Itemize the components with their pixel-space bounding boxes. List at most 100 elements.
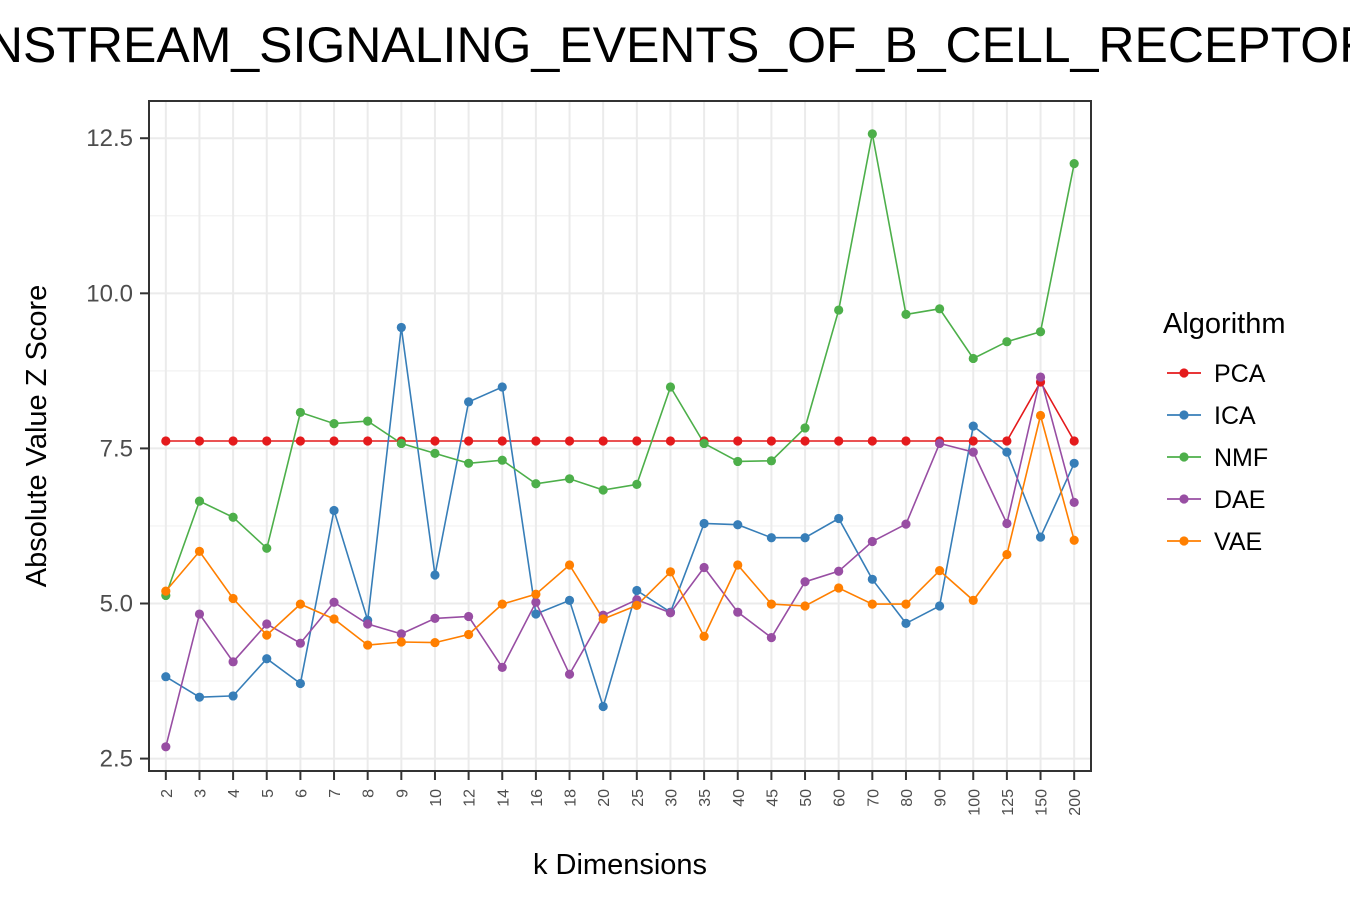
x-tick-label: 35	[697, 789, 714, 807]
legend-item-nmf: NMF	[1167, 444, 1268, 472]
data-point-nmf	[1035, 327, 1046, 337]
x-tick-label: 14	[495, 789, 512, 807]
y-tick-label: 12.5	[86, 125, 133, 152]
data-point-ica	[867, 574, 877, 584]
data-point-ica	[161, 672, 171, 682]
data-point-vae	[699, 631, 709, 641]
x-tick-label: 30	[663, 789, 680, 807]
data-point-vae	[161, 586, 171, 596]
data-point-pca	[430, 436, 440, 446]
data-point-ica	[228, 691, 238, 701]
data-point-dae	[161, 742, 171, 752]
data-point-nmf	[464, 458, 474, 468]
data-point-nmf	[295, 407, 305, 418]
data-point-dae	[1069, 497, 1079, 507]
legend: Algorithm PCA ICA NMF DAE VAE	[1163, 308, 1286, 556]
data-point-ica	[901, 618, 911, 628]
legend-label: ICA	[1214, 402, 1256, 430]
x-tick-label: 50	[798, 789, 815, 807]
data-point-dae	[1035, 372, 1046, 382]
panel-border	[148, 100, 1092, 772]
data-point-vae	[464, 629, 474, 640]
data-point-ica	[632, 585, 642, 596]
data-point-nmf	[867, 129, 877, 139]
data-point-dae	[497, 662, 507, 672]
data-point-ica	[968, 421, 978, 431]
data-point-vae	[497, 599, 507, 609]
data-point-ica	[1035, 532, 1046, 542]
data-point-pca	[262, 436, 272, 446]
legend-key-point	[1179, 494, 1189, 504]
data-point-vae	[1069, 535, 1079, 545]
data-point-ica	[262, 654, 272, 664]
data-point-pca	[733, 436, 743, 446]
series-line-pca	[165, 380, 1075, 442]
series-line-ica	[165, 327, 1075, 710]
data-point-nmf	[766, 456, 776, 466]
data-point-dae	[800, 577, 810, 587]
data-point-pca	[867, 436, 877, 446]
data-point-vae	[396, 637, 406, 647]
data-point-pca	[194, 436, 205, 446]
data-point-ica	[396, 322, 406, 333]
legend-key-point	[1179, 452, 1189, 462]
data-point-dae	[867, 536, 877, 547]
data-point-dae	[935, 438, 945, 449]
x-tick-label: 90	[933, 789, 950, 807]
legend-key-point	[1179, 368, 1189, 378]
data-point-ica	[564, 595, 575, 605]
data-point-pca	[161, 436, 171, 446]
legend-item-vae: VAE	[1167, 528, 1262, 556]
data-point-nmf	[935, 304, 945, 314]
legend-item-ica: ICA	[1167, 402, 1256, 430]
y-tick-label: 2.5	[100, 746, 133, 773]
x-tick-label: 8	[361, 789, 378, 798]
x-tick-label: 2	[159, 789, 176, 798]
data-point-vae	[531, 589, 541, 599]
data-point-nmf	[733, 456, 743, 467]
x-tick-label: 40	[731, 789, 748, 807]
y-axis: 2.5 5.0 7.5 10.0 12.5	[86, 125, 149, 773]
data-point-nmf	[564, 474, 575, 484]
legend-label: DAE	[1214, 486, 1265, 514]
data-point-vae	[1035, 410, 1046, 421]
data-point-vae	[632, 600, 642, 610]
x-tick-label: 125	[1000, 789, 1017, 816]
y-tick-label: 10.0	[86, 280, 133, 307]
y-axis-title: Absolute Value Z Score	[21, 285, 53, 588]
data-point-vae	[733, 560, 743, 570]
data-point-vae	[262, 630, 272, 640]
x-axis-title: k Dimensions	[533, 849, 707, 881]
data-point-nmf	[430, 448, 440, 458]
data-point-pca	[800, 436, 810, 446]
data-point-dae	[766, 633, 776, 643]
grid-lines	[149, 101, 1091, 771]
data-point-nmf	[901, 309, 911, 320]
data-point-ica	[1069, 458, 1079, 468]
data-point-nmf	[497, 455, 507, 465]
x-tick-label: 100	[966, 789, 983, 816]
data-point-pca	[968, 436, 978, 446]
data-point-vae	[901, 599, 911, 609]
data-point-ica	[834, 513, 844, 524]
data-point-dae	[363, 619, 373, 629]
data-point-dae	[194, 609, 205, 619]
data-point-dae	[564, 669, 575, 679]
data-point-dae	[396, 629, 406, 639]
data-point-pca	[363, 436, 373, 446]
data-point-pca	[1069, 436, 1079, 446]
data-point-ica	[1002, 447, 1012, 457]
x-tick-label: 200	[1067, 789, 1084, 816]
legend-label: PCA	[1214, 360, 1266, 388]
data-point-ica	[598, 701, 608, 712]
data-point-pca	[632, 436, 642, 446]
data-point-pca	[766, 436, 776, 446]
data-point-ica	[733, 520, 743, 530]
x-tick-label: 45	[764, 789, 781, 807]
plot-panel	[148, 100, 1092, 772]
series-line-nmf	[165, 133, 1075, 596]
data-point-pca	[329, 436, 339, 446]
data-point-vae	[1002, 549, 1012, 560]
series-lines	[165, 133, 1075, 747]
data-point-vae	[935, 566, 945, 576]
